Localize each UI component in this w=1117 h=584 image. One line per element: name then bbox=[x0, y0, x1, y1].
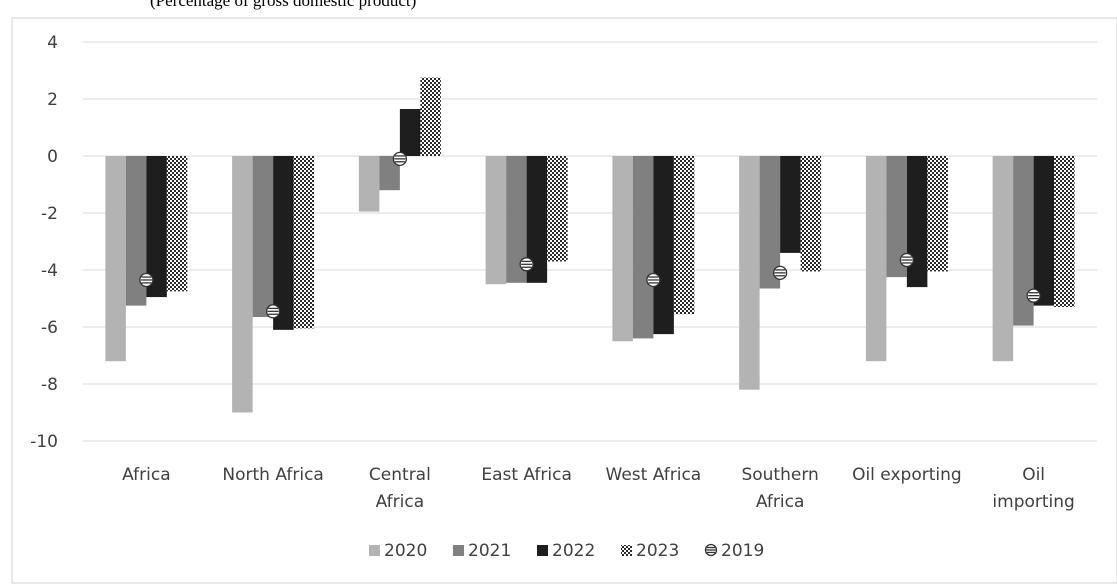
bar-2021 bbox=[506, 156, 527, 283]
bar-2023 bbox=[166, 156, 188, 292]
bar-2023 bbox=[1054, 156, 1075, 308]
bars bbox=[105, 77, 1075, 413]
legend-swatch-2022 bbox=[537, 545, 548, 556]
bar-2020 bbox=[612, 156, 633, 342]
chart-border bbox=[11, 17, 1117, 584]
markers-2019 bbox=[139, 151, 1041, 319]
bar-2022 bbox=[780, 156, 801, 253]
legend: 2020 2021 2022 2023 2019 bbox=[369, 541, 764, 561]
x-tick-label: importing bbox=[992, 492, 1074, 512]
y-tick-label: 4 bbox=[47, 33, 58, 53]
bar-2021 bbox=[379, 156, 400, 191]
marker-2019 bbox=[899, 252, 915, 268]
y-tick-label: -2 bbox=[41, 204, 58, 224]
bar-2021 bbox=[632, 156, 654, 339]
bar-2020 bbox=[485, 156, 507, 285]
legend-swatch-2023 bbox=[621, 545, 632, 556]
y-axis-labels: 4 2 0 -2 -4 -6 -8 -10 bbox=[30, 33, 58, 452]
marker-2019 bbox=[139, 272, 154, 288]
bar-2022 bbox=[653, 156, 674, 335]
legend-label-2023: 2023 bbox=[636, 541, 679, 561]
bar-2021 bbox=[886, 156, 907, 278]
bar-2020 bbox=[992, 156, 1014, 362]
x-tick-label: Southern bbox=[741, 465, 818, 485]
y-tick-label: -8 bbox=[41, 375, 58, 395]
x-tick-label: East Africa bbox=[481, 465, 572, 485]
bar-2020 bbox=[739, 156, 760, 390]
legend-marker-2019 bbox=[704, 543, 718, 557]
bar-2022 bbox=[399, 108, 421, 156]
bar-2021 bbox=[759, 156, 781, 289]
x-tick-label: Oil bbox=[1022, 465, 1045, 485]
x-tick-label: North Africa bbox=[222, 465, 323, 485]
x-tick-label: Africa bbox=[122, 465, 171, 485]
legend-label-2021: 2021 bbox=[468, 541, 511, 561]
bar-2022 bbox=[273, 156, 294, 330]
y-tick-label: -6 bbox=[41, 318, 58, 338]
x-tick-label: Central bbox=[369, 465, 431, 485]
bar-2021 bbox=[1013, 156, 1034, 326]
bar-2020 bbox=[105, 156, 126, 362]
bar-2023 bbox=[673, 156, 695, 315]
y-tick-label: -4 bbox=[41, 261, 58, 281]
bar-2022 bbox=[146, 156, 167, 298]
bar-2023 bbox=[293, 156, 315, 329]
bar-2023 bbox=[927, 156, 948, 272]
chart-subtitle: (Percentage of gross domestic product) bbox=[150, 0, 417, 10]
bar-2022 bbox=[906, 156, 928, 288]
bar-2021 bbox=[125, 156, 147, 306]
marker-2019 bbox=[519, 257, 534, 272]
marker-2019 bbox=[772, 265, 788, 281]
bar-2023 bbox=[420, 77, 441, 156]
y-tick-label: 2 bbox=[47, 90, 58, 110]
bar-2023 bbox=[547, 156, 568, 262]
legend-label-2019: 2019 bbox=[721, 541, 764, 561]
bar-2021 bbox=[252, 156, 274, 318]
y-tick-label: 0 bbox=[47, 147, 58, 167]
bar-2022 bbox=[1033, 156, 1055, 306]
bar-2020 bbox=[232, 156, 253, 413]
marker-2019 bbox=[1026, 288, 1041, 303]
legend-label-2020: 2020 bbox=[384, 541, 427, 561]
legend-swatch-2020 bbox=[369, 545, 380, 556]
x-tick-label: West Africa bbox=[606, 465, 702, 485]
x-tick-label: Africa bbox=[756, 492, 805, 512]
marker-2019 bbox=[392, 151, 408, 167]
legend-label-2022: 2022 bbox=[552, 541, 595, 561]
x-tick-label: Africa bbox=[376, 492, 425, 512]
bar-2020 bbox=[865, 156, 887, 362]
legend-swatch-2021 bbox=[453, 545, 464, 556]
x-tick-label: Oil exporting bbox=[852, 465, 962, 485]
bar-2023 bbox=[800, 156, 822, 272]
y-tick-label: -10 bbox=[30, 432, 58, 452]
marker-2019 bbox=[265, 304, 281, 319]
bar-2022 bbox=[526, 156, 548, 283]
x-axis-labels: Africa North Africa Central Africa East Afri… bbox=[122, 465, 1075, 512]
bar-2020 bbox=[358, 156, 380, 212]
marker-2019 bbox=[646, 272, 661, 288]
